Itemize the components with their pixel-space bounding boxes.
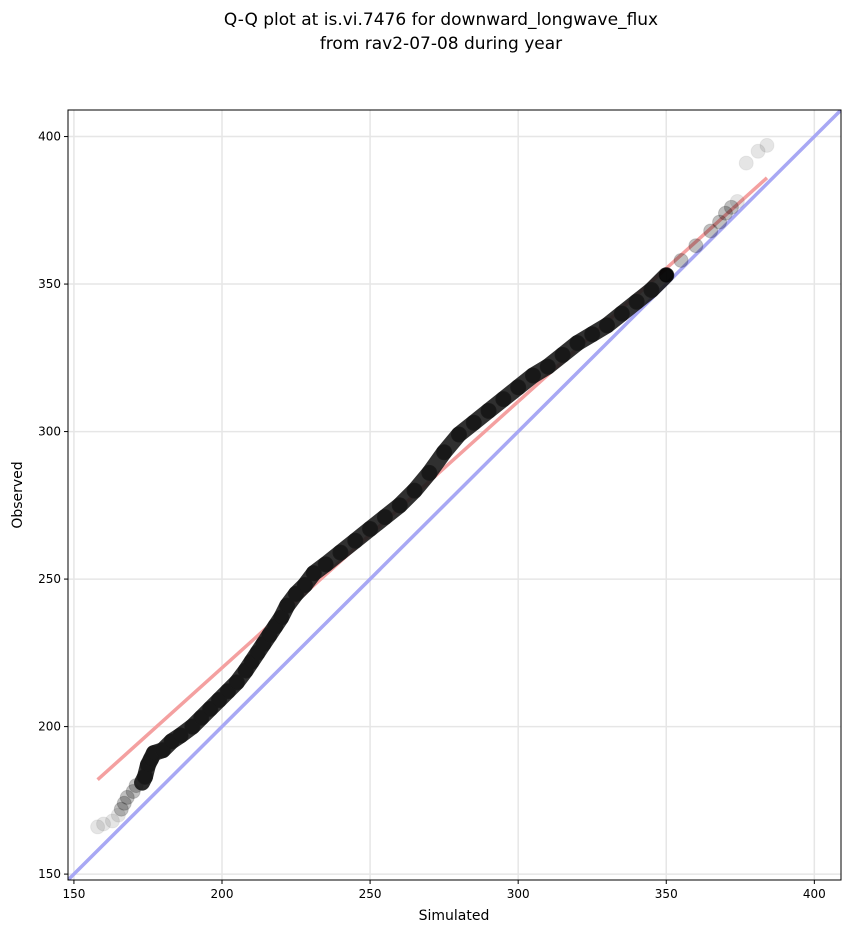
- x-axis-ticks: 150 200 250 300 350 400: [62, 880, 826, 901]
- y-tick-label: 250: [38, 572, 61, 586]
- data-point: [90, 819, 106, 835]
- data-point: [116, 795, 132, 811]
- data-point: [723, 199, 739, 215]
- chart-title: Q-Q plot at is.vi.7476 for downward_long…: [224, 10, 658, 30]
- data-point: [729, 193, 745, 209]
- x-tick-label: 400: [803, 887, 826, 901]
- data-point: [703, 223, 719, 239]
- plot-frame: [67, 109, 842, 881]
- data-point: [717, 205, 733, 221]
- x-tick-label: 200: [211, 887, 234, 901]
- data-point: [119, 789, 135, 805]
- data-point: [673, 252, 689, 268]
- data-point: [712, 214, 728, 230]
- x-tick-label: 300: [507, 887, 530, 901]
- data-point: [110, 807, 126, 823]
- y-tick-label: 300: [38, 425, 61, 439]
- data-point: [738, 155, 754, 171]
- data-point: [759, 137, 775, 153]
- data-point: [658, 267, 674, 283]
- data-point: [688, 238, 704, 254]
- data-points: [90, 137, 775, 835]
- chart-subtitle: from rav2-07-08 during year: [320, 34, 562, 54]
- data-point: [113, 801, 129, 817]
- data-point: [750, 143, 766, 159]
- data-point: [96, 816, 112, 832]
- x-tick-label: 150: [62, 887, 85, 901]
- y-axis-ticks: 150 200 250 300 350 400: [38, 130, 68, 881]
- y-tick-label: 200: [38, 720, 61, 734]
- x-axis-label: Simulated: [419, 908, 490, 924]
- data-point: [104, 813, 120, 829]
- grid: [68, 110, 841, 880]
- x-tick-label: 350: [655, 887, 678, 901]
- y-tick-label: 400: [38, 130, 61, 144]
- x-tick-label: 250: [359, 887, 382, 901]
- y-axis-label: Observed: [10, 461, 26, 528]
- y-tick-label: 350: [38, 277, 61, 291]
- one-to-one-line: [68, 110, 841, 880]
- y-tick-label: 150: [38, 867, 61, 881]
